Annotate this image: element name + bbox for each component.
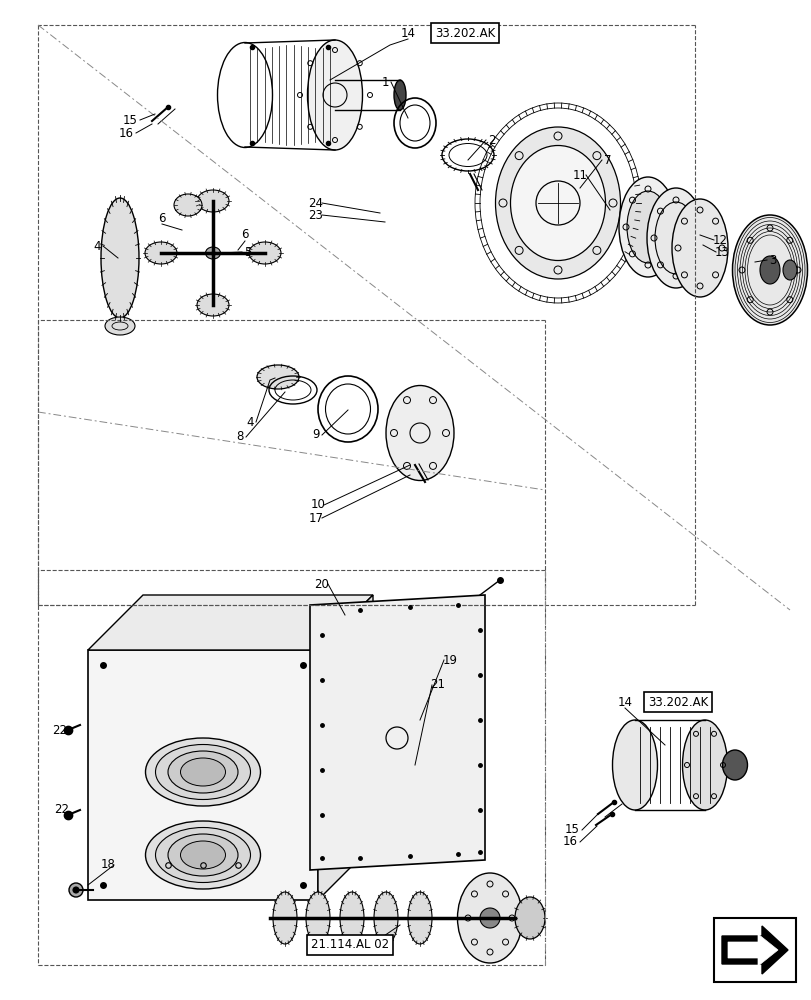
Ellipse shape [495,127,620,279]
Text: 14: 14 [400,27,415,40]
Ellipse shape [618,177,676,277]
Polygon shape [318,595,372,900]
Text: 15: 15 [123,114,138,127]
Text: 22: 22 [54,803,70,816]
Text: 8: 8 [236,430,243,444]
Circle shape [479,908,500,928]
Text: 19: 19 [442,654,457,666]
Text: 11: 11 [572,169,587,182]
Ellipse shape [407,892,431,944]
Ellipse shape [197,190,229,212]
Ellipse shape [646,188,704,288]
Ellipse shape [722,750,747,780]
Ellipse shape [197,294,229,316]
Ellipse shape [249,242,281,264]
Text: 15: 15 [564,823,579,836]
Ellipse shape [145,821,260,889]
Ellipse shape [626,191,668,263]
Text: 13: 13 [714,245,728,258]
Text: 22: 22 [53,723,67,736]
Text: 4: 4 [246,416,253,428]
Polygon shape [721,926,787,974]
Ellipse shape [205,247,221,259]
Ellipse shape [457,873,521,963]
FancyBboxPatch shape [713,918,795,982]
Ellipse shape [101,198,139,318]
Text: 4: 4 [93,239,101,252]
Ellipse shape [672,199,727,297]
Ellipse shape [180,758,225,786]
Ellipse shape [732,215,806,325]
Text: 6: 6 [241,229,248,241]
Ellipse shape [306,892,329,944]
Ellipse shape [514,897,544,939]
Ellipse shape [307,40,362,150]
Polygon shape [88,595,372,650]
Ellipse shape [510,145,605,261]
Text: 21: 21 [430,678,445,692]
Ellipse shape [156,827,250,882]
Circle shape [69,883,83,897]
Text: 14: 14 [616,696,632,708]
Text: 20: 20 [314,578,329,590]
Text: 12: 12 [711,233,727,246]
Text: 3: 3 [768,253,776,266]
Ellipse shape [682,720,727,810]
Ellipse shape [759,256,779,284]
Ellipse shape [168,751,238,793]
Ellipse shape [257,365,298,389]
Ellipse shape [374,892,397,944]
Polygon shape [310,595,484,870]
Ellipse shape [385,385,453,481]
Polygon shape [727,934,777,966]
Text: 24: 24 [308,197,323,210]
Text: 33.202.AK: 33.202.AK [647,696,707,708]
Ellipse shape [156,744,250,799]
Ellipse shape [180,841,225,869]
Text: 17: 17 [308,512,323,524]
Ellipse shape [105,317,135,335]
Text: 16: 16 [562,835,577,848]
Ellipse shape [340,892,363,944]
Text: 16: 16 [119,127,134,140]
Text: 7: 7 [603,154,611,167]
Text: 5: 5 [244,245,251,258]
Ellipse shape [654,202,696,274]
Text: 2: 2 [487,134,496,147]
Polygon shape [88,650,318,900]
Ellipse shape [145,738,260,806]
Ellipse shape [272,892,297,944]
Ellipse shape [174,194,202,216]
Text: 9: 9 [312,428,320,442]
Text: 33.202.AK: 33.202.AK [435,27,495,40]
Ellipse shape [782,260,796,280]
Text: 6: 6 [158,212,165,225]
Circle shape [73,887,79,893]
Ellipse shape [611,720,657,810]
Text: 21.114.AL 02: 21.114.AL 02 [311,938,388,951]
Ellipse shape [168,834,238,876]
Text: 18: 18 [101,858,115,871]
Ellipse shape [145,242,177,264]
Ellipse shape [393,80,406,110]
Text: 23: 23 [308,209,323,222]
Text: 1: 1 [381,76,388,89]
Text: 10: 10 [310,498,325,512]
